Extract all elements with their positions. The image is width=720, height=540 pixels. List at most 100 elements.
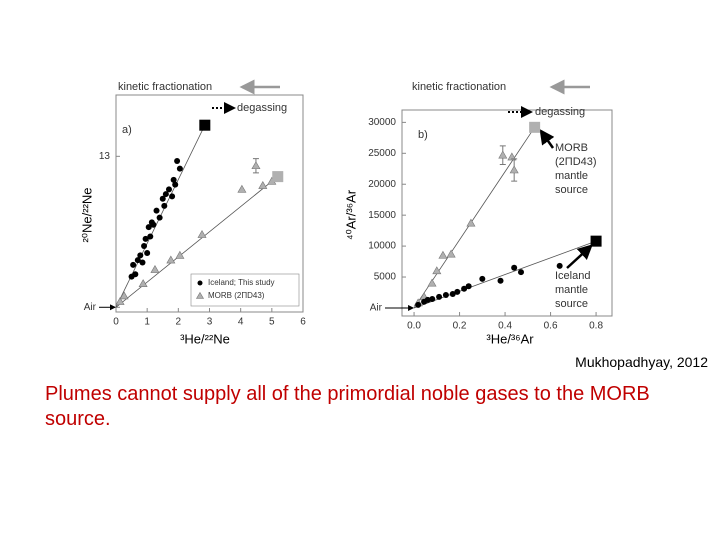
point: [429, 295, 436, 302]
point: [466, 218, 476, 227]
y-tick-label: Air: [370, 303, 383, 314]
annotation-arrow: [539, 128, 555, 149]
point: [172, 181, 179, 188]
point: [166, 255, 176, 264]
x-tick-label: 0.0: [407, 321, 421, 332]
legend-label: MORB (2ΠD43): [208, 291, 265, 300]
point: [150, 264, 160, 273]
annotation: (2ΠD43): [555, 156, 597, 168]
annotation: source: [555, 298, 588, 310]
legend-label: Iceland; This study: [208, 278, 275, 287]
annotation: degassing: [237, 102, 287, 114]
point: [145, 224, 152, 231]
y-axis-label: ⁴⁰Ar/³⁶Ar: [343, 189, 358, 240]
point: [139, 259, 146, 266]
point: [556, 262, 563, 269]
point: [237, 184, 247, 193]
x-axis-label: ³He/³⁶Ar: [486, 331, 534, 346]
plot-frame: [401, 109, 613, 317]
point: [156, 214, 163, 221]
point: [511, 264, 518, 271]
point: [142, 235, 149, 242]
annotation: b): [418, 129, 428, 141]
point: [161, 202, 168, 209]
point: [446, 249, 456, 258]
annotation: kinetic fractionation: [118, 81, 212, 93]
point: [424, 296, 431, 303]
point: [432, 266, 442, 275]
annotation: mantle: [555, 170, 588, 182]
point: [141, 242, 148, 249]
point: [517, 269, 524, 276]
annotation: a): [122, 124, 132, 136]
point: [197, 230, 207, 238]
x-tick-label: 3: [207, 317, 213, 328]
caption: Plumes cannot supply all of the primordi…: [45, 383, 650, 430]
point: [132, 271, 139, 278]
point: [251, 161, 261, 170]
point: [138, 279, 148, 287]
x-tick-label: 2: [176, 317, 182, 328]
annotation: kinetic fractionation: [412, 81, 506, 93]
x-tick-label: 0.2: [453, 321, 467, 332]
point: [159, 195, 166, 202]
x-tick-label: 4: [238, 317, 244, 328]
x-tick-label: 0.6: [544, 321, 558, 332]
point: [438, 250, 448, 259]
point: [119, 291, 129, 300]
y-tick-label: Air: [84, 302, 97, 313]
legend-box: [190, 273, 300, 307]
point: [165, 186, 172, 193]
x-tick-label: 1: [144, 317, 150, 328]
legend-marker: [197, 280, 203, 286]
x-axis-label: ³He/²²Ne: [180, 331, 230, 346]
point: [442, 291, 449, 298]
y-tick-label: 13: [99, 151, 111, 162]
point: [415, 301, 422, 308]
point: [137, 252, 144, 259]
end-member: [590, 235, 602, 247]
point: [174, 158, 181, 165]
end-member: [272, 171, 284, 183]
point: [170, 176, 177, 183]
x-tick-label: 6: [300, 317, 306, 328]
y-tick-label: 15000: [368, 210, 396, 221]
x-tick-label: 0.4: [498, 321, 512, 332]
point: [153, 207, 160, 214]
point: [507, 152, 517, 161]
annotation: source: [555, 184, 588, 196]
point: [465, 283, 472, 290]
point: [497, 277, 504, 284]
x-tick-label: 5: [269, 317, 275, 328]
point: [454, 288, 461, 295]
y-tick-label: 25000: [368, 148, 396, 159]
point: [169, 193, 176, 200]
end-member: [199, 119, 211, 131]
point: [130, 261, 137, 268]
point: [162, 191, 169, 198]
point: [509, 165, 519, 174]
y-axis-label: ²⁰Ne/²²Ne: [79, 187, 94, 242]
point: [461, 285, 468, 292]
point: [150, 221, 157, 228]
point: [427, 278, 437, 287]
point: [144, 250, 151, 257]
end-member: [529, 121, 541, 133]
point: [498, 150, 508, 159]
annotation: Iceland: [555, 270, 590, 282]
point: [175, 250, 185, 259]
point: [449, 291, 456, 298]
point: [134, 257, 141, 264]
y-tick-label: 20000: [368, 179, 396, 190]
annotation: MORB: [555, 142, 588, 154]
annotation-arrow: [566, 244, 593, 269]
point: [176, 165, 183, 172]
x-tick-label: 0.8: [589, 321, 603, 332]
point: [436, 293, 443, 300]
y-tick-label: 30000: [368, 117, 396, 128]
legend-marker: [195, 291, 205, 299]
citation: Mukhopadhyay, 2012: [575, 354, 708, 370]
annotation: mantle: [555, 284, 588, 296]
